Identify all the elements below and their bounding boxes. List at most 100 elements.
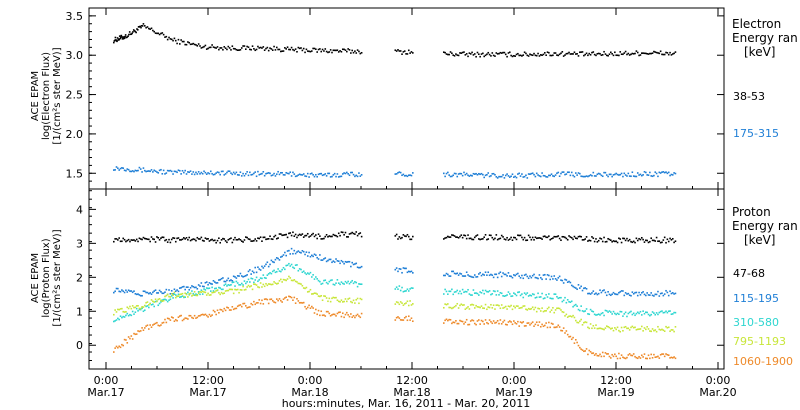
data-point-proton-4 bbox=[649, 357, 651, 360]
data-point-electron-0 bbox=[165, 35, 168, 38]
data-point-proton-3 bbox=[504, 305, 507, 308]
data-point-proton-0 bbox=[623, 237, 626, 240]
data-point-electron-0 bbox=[600, 54, 603, 57]
data-point-proton-1 bbox=[325, 260, 328, 263]
data-point-proton-3 bbox=[119, 308, 122, 310]
data-point-electron-1 bbox=[475, 172, 477, 175]
data-point-proton-0 bbox=[270, 238, 273, 240]
data-point-proton-0 bbox=[308, 236, 310, 238]
data-point-electron-1 bbox=[511, 173, 514, 176]
data-point-proton-2 bbox=[646, 311, 648, 314]
data-point-proton-3 bbox=[503, 306, 506, 309]
data-point-proton-3 bbox=[538, 307, 541, 310]
data-point-proton-3 bbox=[593, 327, 596, 329]
data-point-proton-3 bbox=[222, 292, 224, 295]
data-point-electron-1 bbox=[174, 170, 177, 173]
data-point-proton-3 bbox=[463, 304, 465, 306]
data-point-electron-0 bbox=[484, 54, 487, 57]
data-point-electron-0 bbox=[604, 53, 607, 55]
data-point-proton-4 bbox=[455, 320, 457, 322]
data-point-proton-1 bbox=[275, 257, 278, 259]
data-point-proton-0 bbox=[467, 234, 469, 236]
data-point-proton-1 bbox=[496, 276, 499, 279]
y-tick-label-proton-2: 2 bbox=[76, 271, 83, 284]
data-point-proton-2 bbox=[608, 310, 611, 312]
data-point-proton-1 bbox=[300, 252, 302, 254]
data-point-proton-1 bbox=[484, 271, 487, 274]
data-point-proton-0 bbox=[488, 234, 491, 236]
data-point-proton-4 bbox=[253, 300, 255, 303]
data-point-proton-4 bbox=[173, 320, 176, 323]
data-point-proton-1 bbox=[176, 289, 178, 291]
data-point-proton-2 bbox=[658, 311, 661, 314]
data-point-electron-0 bbox=[219, 47, 222, 49]
data-point-proton-2 bbox=[498, 294, 500, 296]
data-point-proton-2 bbox=[480, 292, 483, 294]
data-point-proton-0 bbox=[639, 238, 642, 241]
data-point-electron-1 bbox=[572, 174, 574, 177]
electron-ylabel: ACE EPAM log(Electron Flux) [1/(cm²s ste… bbox=[30, 47, 63, 144]
data-point-proton-0 bbox=[298, 233, 301, 236]
data-point-proton-4 bbox=[317, 309, 320, 312]
data-point-electron-0 bbox=[581, 51, 584, 53]
data-point-proton-3 bbox=[281, 281, 283, 283]
data-point-electron-1 bbox=[161, 172, 164, 175]
data-point-proton-0 bbox=[394, 235, 397, 237]
data-point-proton-4 bbox=[531, 321, 534, 323]
data-point-proton-0 bbox=[526, 239, 529, 241]
data-point-proton-2 bbox=[337, 282, 340, 284]
data-point-proton-4 bbox=[320, 310, 323, 313]
data-point-proton-3 bbox=[597, 327, 600, 330]
data-point-electron-0 bbox=[277, 48, 279, 51]
data-point-proton-4 bbox=[537, 324, 539, 327]
data-point-proton-0 bbox=[550, 237, 553, 240]
data-point-electron-0 bbox=[325, 50, 328, 53]
data-point-proton-2 bbox=[327, 282, 329, 285]
data-point-electron-0 bbox=[309, 50, 312, 53]
data-point-electron-0 bbox=[145, 26, 147, 29]
data-point-electron-0 bbox=[172, 39, 174, 42]
data-point-proton-2 bbox=[410, 287, 413, 289]
data-point-proton-1 bbox=[127, 289, 130, 292]
data-point-proton-4 bbox=[558, 326, 561, 328]
data-point-electron-0 bbox=[317, 48, 320, 51]
data-point-proton-2 bbox=[537, 292, 539, 295]
data-point-proton-2 bbox=[631, 313, 634, 316]
data-point-proton-0 bbox=[535, 237, 538, 240]
data-point-electron-1 bbox=[556, 172, 558, 175]
data-point-proton-1 bbox=[622, 290, 624, 292]
data-point-electron-1 bbox=[115, 166, 118, 168]
data-point-electron-0 bbox=[288, 48, 290, 51]
data-point-proton-2 bbox=[511, 295, 514, 297]
data-point-proton-4 bbox=[189, 314, 192, 317]
data-point-proton-4 bbox=[280, 299, 282, 302]
data-point-proton-0 bbox=[184, 238, 186, 240]
data-point-proton-0 bbox=[587, 240, 589, 242]
data-point-proton-0 bbox=[513, 236, 515, 239]
data-point-proton-1 bbox=[628, 294, 631, 297]
data-point-proton-4 bbox=[661, 353, 663, 355]
data-point-proton-3 bbox=[259, 282, 262, 284]
data-point-proton-4 bbox=[240, 305, 243, 308]
data-point-proton-1 bbox=[650, 292, 653, 294]
data-point-proton-2 bbox=[141, 307, 143, 310]
data-point-proton-2 bbox=[469, 294, 472, 296]
data-point-proton-1 bbox=[273, 261, 275, 264]
data-point-proton-0 bbox=[230, 237, 232, 239]
data-point-proton-3 bbox=[640, 325, 643, 328]
data-point-proton-3 bbox=[226, 289, 228, 292]
data-point-proton-4 bbox=[587, 353, 589, 356]
data-point-proton-2 bbox=[113, 320, 115, 323]
data-point-electron-0 bbox=[402, 51, 405, 53]
data-point-proton-2 bbox=[212, 290, 215, 292]
data-point-electron-1 bbox=[667, 171, 670, 174]
data-point-electron-1 bbox=[162, 169, 165, 172]
data-point-proton-3 bbox=[622, 329, 624, 332]
data-point-electron-1 bbox=[329, 176, 332, 178]
data-point-proton-4 bbox=[355, 314, 358, 317]
data-point-proton-3 bbox=[313, 292, 316, 295]
data-point-proton-0 bbox=[335, 234, 337, 237]
data-point-proton-3 bbox=[603, 328, 605, 331]
data-point-electron-0 bbox=[224, 47, 227, 49]
data-point-proton-3 bbox=[573, 316, 576, 319]
